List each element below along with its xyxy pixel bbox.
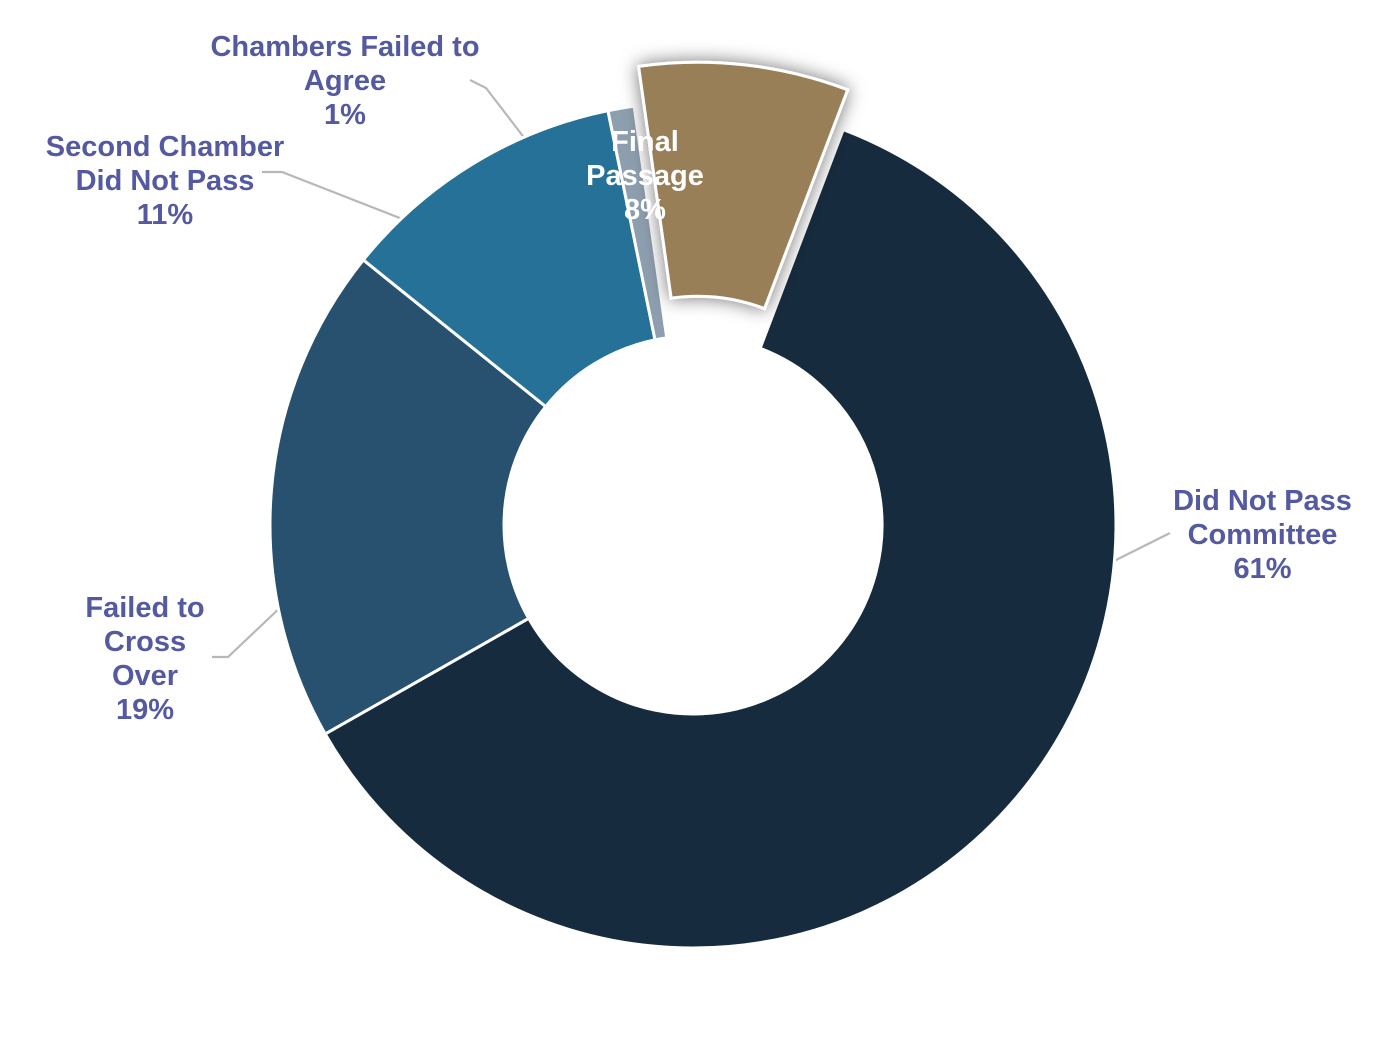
label-line: Failed to xyxy=(85,592,205,624)
label-line: Final xyxy=(611,126,679,158)
slice-chambers xyxy=(606,104,669,342)
label-line: Agree xyxy=(303,65,387,97)
label-did-not-pass-committee: Did Not Pass Committee 61% xyxy=(1130,484,1385,586)
slice-final xyxy=(636,60,850,311)
label-line: Second Chamber xyxy=(45,131,285,163)
label-failed-to-cross-over: Failed to Cross Over 19% xyxy=(40,591,250,727)
label-line: Over xyxy=(111,660,179,692)
label-line: Passage xyxy=(586,160,704,192)
label-percent: 19% xyxy=(115,694,175,726)
label-final-passage: Final Passage 8% xyxy=(555,125,735,227)
label-line: Committee xyxy=(1187,519,1338,551)
label-percent: 61% xyxy=(1233,553,1292,585)
slice-crossover xyxy=(268,257,548,736)
label-percent: 1% xyxy=(324,99,366,131)
slice-committee xyxy=(323,127,1118,950)
label-percent: 8% xyxy=(624,194,666,226)
slice-second xyxy=(361,108,657,409)
label-chambers-failed-to-agree: Chambers Failed to Agree 1% xyxy=(180,30,510,132)
label-percent: 11% xyxy=(136,199,194,231)
label-line: Chambers Failed to xyxy=(210,31,480,63)
label-line: Did Not Pass xyxy=(75,165,255,197)
label-second-chamber-did-not-pass: Second Chamber Did Not Pass 11% xyxy=(20,130,310,232)
label-line: Cross xyxy=(103,626,187,658)
label-line: Did Not Pass xyxy=(1173,485,1352,517)
slices-group xyxy=(268,60,1118,950)
